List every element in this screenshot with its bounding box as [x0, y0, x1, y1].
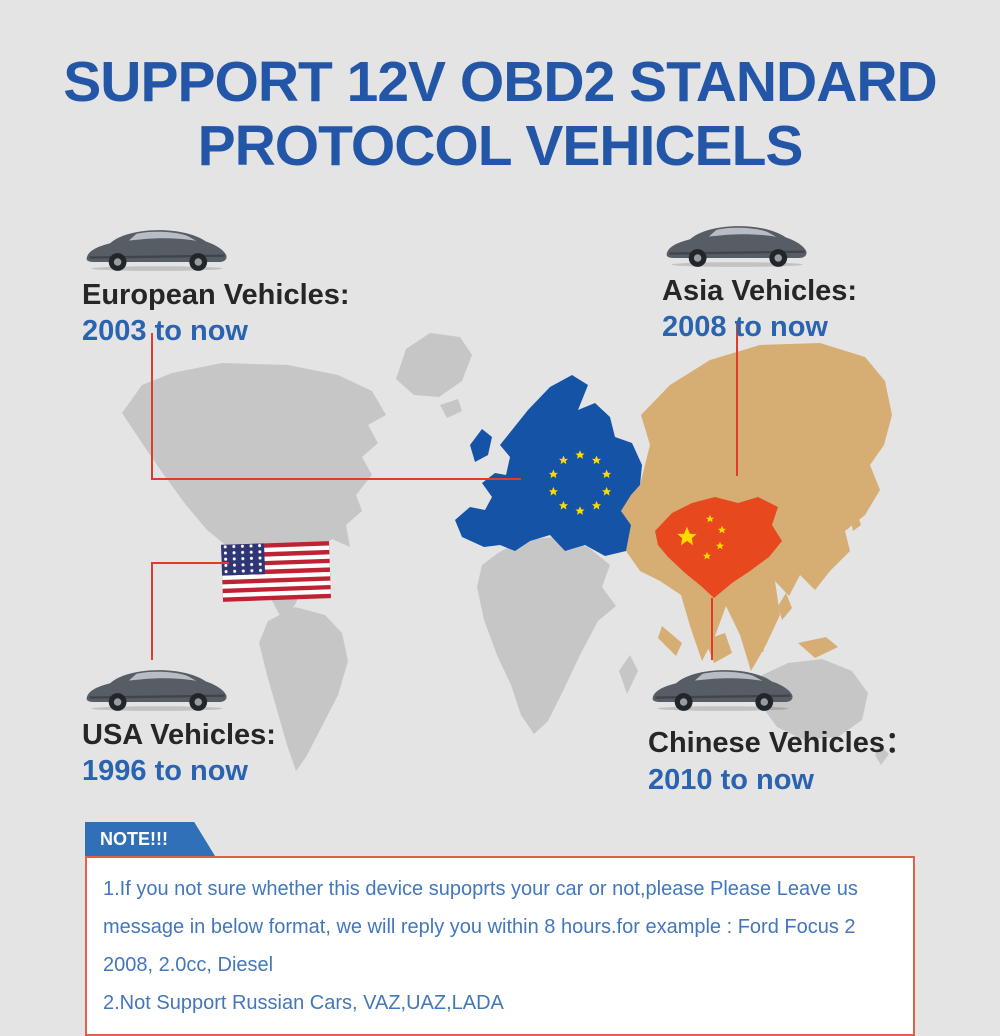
vehicle-range: 2010 to now	[648, 764, 814, 796]
connector-usa-vertical	[151, 562, 153, 660]
madagascar-region	[619, 655, 638, 694]
page-title: SUPPORT 12V OBD2 STANDARD PROTOCOL VEHIC…	[0, 50, 1000, 179]
uk-region	[470, 429, 492, 462]
europe-region	[455, 375, 642, 556]
connector-europe-horizontal	[151, 478, 521, 480]
vehicle-range: 1996 to now	[82, 755, 248, 787]
vehicle-name: USA Vehicles:	[82, 719, 276, 751]
south-america-region	[259, 607, 348, 771]
vehicle-range: 2008 to now	[662, 311, 828, 343]
vehicle-name: European Vehicles:	[82, 279, 350, 311]
car-icon	[652, 670, 793, 711]
page-title-line2: PROTOCOL VEHICELS	[197, 114, 804, 179]
connector-usa-horizontal	[151, 562, 229, 564]
vehicle-card-usa: USA Vehicles: 1996 to now	[82, 662, 402, 788]
car-icon	[86, 670, 227, 711]
vehicle-card-chinese: Chinese Vehicles： 2010 to now	[648, 662, 968, 797]
note-banner: NOTE!!!	[85, 822, 215, 856]
car-icon	[86, 230, 227, 271]
new-zealand-region	[875, 745, 889, 765]
note-line-2: 2.Not Support Russian Cars, VAZ,UAZ,LADA	[103, 992, 504, 1014]
sulawesi-region	[749, 637, 764, 656]
africa-region	[477, 537, 616, 734]
vehicle-card-european: European Vehicles: 2003 to now	[82, 222, 402, 348]
vehicle-range: 2003 to now	[82, 315, 248, 347]
note-line-1: 1.If you not sure whether this device su…	[103, 878, 858, 976]
north-america-region	[122, 363, 386, 621]
greenland-region	[396, 333, 472, 397]
vehicle-card-asia: Asia Vehicles: 2008 to now	[662, 218, 982, 344]
page-title-line1: SUPPORT 12V OBD2 STANDARD	[63, 50, 937, 114]
us-flag-icon	[221, 541, 331, 602]
vehicle-name: Asia Vehicles:	[662, 275, 858, 307]
note-box: 1.If you not sure whether this device su…	[85, 856, 915, 1036]
connector-asia-vertical	[736, 322, 738, 476]
iceland-region	[440, 399, 462, 418]
sumatra-region	[658, 626, 682, 656]
connector-china-vertical	[711, 598, 713, 660]
vehicle-name: Chinese Vehicles：	[648, 727, 914, 759]
new-guinea-region	[798, 637, 838, 658]
car-icon	[666, 226, 807, 267]
philippines-region	[778, 593, 792, 620]
australia-region	[758, 659, 868, 740]
japan-south-region	[851, 516, 861, 531]
japan-region	[856, 475, 876, 516]
world-map	[122, 333, 892, 771]
connector-europe-vertical	[151, 333, 153, 480]
